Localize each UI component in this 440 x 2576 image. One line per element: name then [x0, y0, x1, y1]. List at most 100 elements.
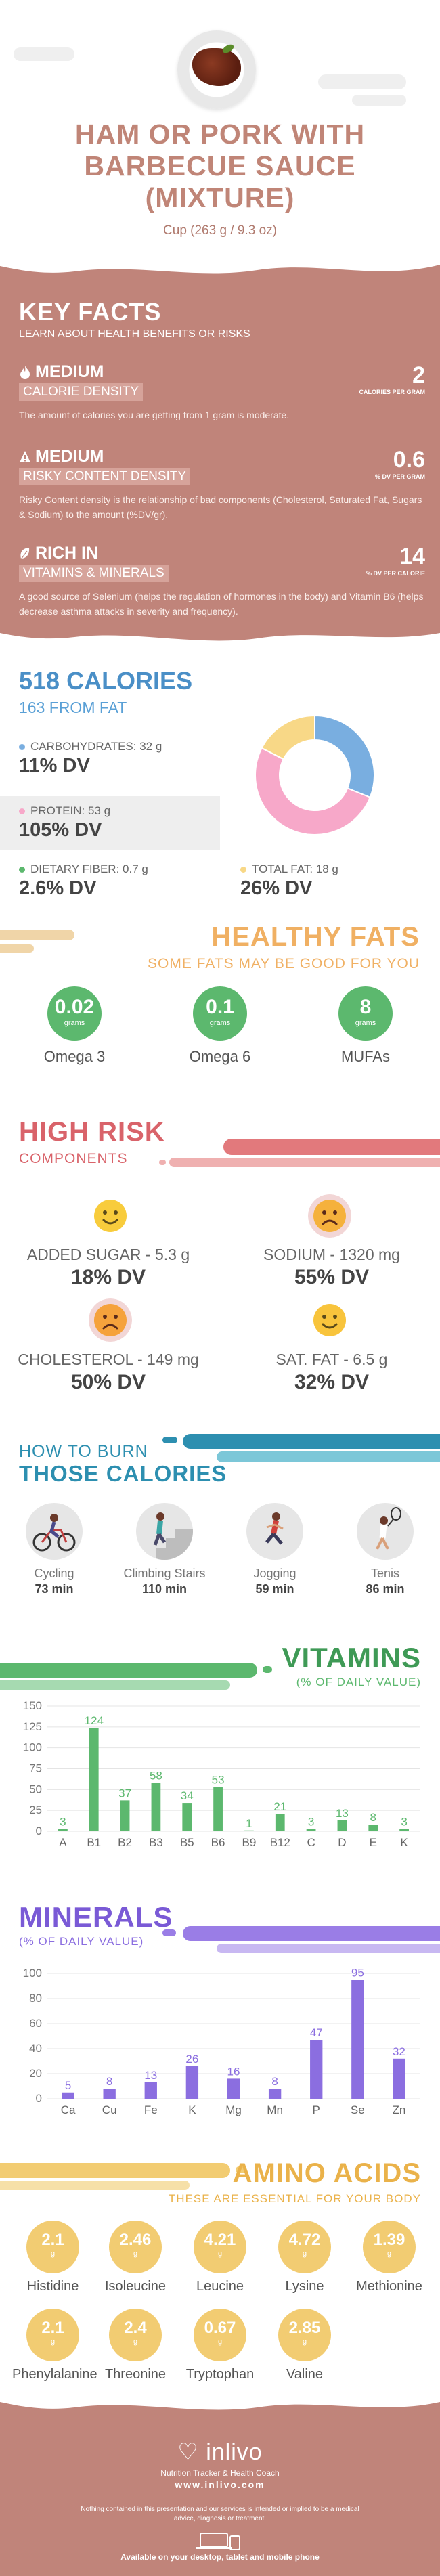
macro-label: TOTAL FAT: 18 g [240, 863, 440, 876]
fat-name: MUFAs [340, 1048, 391, 1065]
jogging-icon [246, 1503, 303, 1560]
macro-label: PROTEIN: 53 g [19, 804, 220, 818]
amino-subtitle: THESE ARE ESSENTIAL FOR YOUR BODY [168, 2192, 421, 2205]
key-facts-section: KEY FACTS LEARN ABOUT HEALTH BENEFITS OR… [0, 261, 440, 647]
amino-value: 2.46 [119, 2231, 152, 2249]
stairs-icon [136, 1503, 193, 1560]
sad-face-icon [89, 1298, 132, 1342]
minerals-subtitle: (% OF DAILY VALUE) [19, 1935, 144, 1948]
amino-name: Threonine [104, 2367, 167, 2382]
decor-bar [0, 1663, 257, 1678]
decor-bar [0, 944, 34, 953]
bar-value-label: 21 [273, 1800, 286, 1813]
sad-face-icon [308, 1194, 351, 1238]
fat-unit: grams [64, 1019, 85, 1027]
amino-name: Phenylalanine [12, 2367, 97, 2382]
bar-value-label: 95 [351, 1966, 364, 1979]
bar-value-label: 58 [150, 1769, 162, 1782]
bar-value-label: 47 [310, 2026, 323, 2039]
omega3-circle: 0.02 grams [47, 986, 102, 1041]
amino-unit: g [217, 2250, 223, 2258]
amino-name: Methionine [356, 2279, 422, 2294]
amino-name: Lysine [285, 2279, 324, 2294]
bar-value-label: 3 [308, 1815, 314, 1828]
macro-label: CARBOHYDRATES: 32 g [19, 740, 220, 754]
decor-bar [0, 2181, 190, 2190]
fact-level-text: MEDIUM [35, 362, 104, 381]
decor-bar [0, 2163, 230, 2178]
y-tick-label: 125 [23, 1720, 42, 1733]
bar-Mg [227, 2078, 240, 2099]
x-tick-label: Mg [225, 2103, 242, 2116]
x-tick-label: B5 [180, 1836, 194, 1849]
fact-value: 0.6 % DV PER GRAM [375, 447, 425, 480]
fact-calorie-density: MEDIUM CALORIE DENSITY The amount of cal… [19, 362, 425, 422]
x-tick-label: K [400, 1836, 408, 1849]
amino-unit: g [133, 2338, 138, 2346]
bar-B1 [89, 1728, 99, 1831]
website-link[interactable]: www.inlivo.com [175, 2479, 265, 2490]
amino-item: 0.67 g Tryptophan [179, 2309, 261, 2382]
protein-dot [19, 808, 25, 814]
disclaimer: Nothing contained in this presentation a… [81, 2506, 359, 2523]
activity-name: Jogging [253, 1567, 296, 1580]
footer: ♡ inlivo Nutrition Tracker & Health Coac… [0, 2397, 440, 2576]
risk-label: SODIUM - 1320 mg [263, 1246, 400, 1263]
brand-name: inlivo [206, 2439, 263, 2465]
decor-bar [263, 1666, 272, 1673]
bar-Se [351, 1980, 364, 2099]
activity-minutes: 110 min [141, 1582, 188, 1596]
bar-value-label: 26 [185, 2053, 198, 2066]
burn-tennis: Tenis 86 min [331, 1503, 439, 1596]
bar-value-label: 8 [370, 1811, 376, 1824]
brand-logo: ♡ inlivo [0, 2439, 440, 2466]
x-tick-label: B12 [270, 1836, 290, 1849]
wave-divider [0, 261, 440, 274]
x-tick-label: Zn [393, 2103, 406, 2116]
healthy-fats-title: HEALTHY FATS [211, 922, 420, 952]
title-line: HAM OR PORK WITH [74, 118, 366, 150]
amino-value: 4.72 [288, 2231, 321, 2249]
calories-section: 518 CALORIES 163 FROM FAT CARBOHYDRATES:… [0, 650, 440, 921]
carbs-dot [19, 743, 25, 750]
fat-unit: grams [355, 1019, 376, 1027]
heart-icon: ♡ [177, 2439, 199, 2465]
macro-protein: PROTEIN: 53 g 105% DV [0, 796, 220, 850]
vitamins-bar-chart: 0 25 50 75 100 125 150 3 A 124 B1 37 B2 58 B3 34 B5 53 B6 1… [23, 1699, 420, 1849]
bar-Cu [103, 2089, 116, 2099]
x-tick-label: A [59, 1836, 67, 1849]
y-tick-label: 150 [23, 1699, 42, 1712]
bar-K [185, 2066, 199, 2099]
y-tick-label: 100 [23, 1967, 42, 1980]
amino-value: 4.21 [204, 2231, 236, 2249]
bar-value-label: 34 [181, 1789, 194, 1802]
decor-bar [0, 1680, 230, 1690]
cycling-icon [26, 1503, 83, 1560]
page-title: HAM OR PORK WITH BARBECUE SAUCE (MIXTURE… [0, 118, 440, 214]
protein-dv: 105% DV [19, 819, 102, 841]
wave-divider [0, 633, 440, 647]
decor-bar [217, 1944, 440, 1953]
minerals-bar-chart: 0 20 40 60 80 100 5 Ca 8 Cu 13 Fe 26 K 16 Mg 8 Mn 47 P 95 Se 3… [23, 1966, 420, 2116]
activity-name: Tenis [370, 1567, 400, 1580]
fact-level: MEDIUM [19, 362, 425, 382]
bar-value-label: 13 [336, 1807, 349, 1820]
omega6-circle: 0.1 grams [193, 986, 247, 1041]
calories-title: 518 CALORIES [19, 667, 193, 695]
availability-text: Available on your desktop, tablet and mo… [120, 2552, 320, 2562]
amino-item: 2.1 g Phenylalanine [12, 2309, 97, 2382]
bar-value-label: 53 [212, 1774, 225, 1787]
amino-item: 2.4 g Threonine [95, 2309, 176, 2382]
protein-label-text: PROTEIN: 53 g [30, 804, 111, 817]
fact-value-unit: % DV PER GRAM [374, 473, 425, 480]
x-tick-label: Ca [61, 2103, 76, 2116]
fact-label: VITAMINS & MINERALS [19, 565, 169, 582]
macro-label: DIETARY FIBER: 0.7 g [19, 863, 220, 876]
fact-value-number: 14 [399, 544, 425, 569]
macro-carbs: CARBOHYDRATES: 32 g 11% DV [0, 735, 220, 779]
high-risk-subtitle: COMPONENTS [19, 1151, 128, 1166]
bar-value-label: 8 [271, 2075, 278, 2088]
fiber-label-text: DIETARY FIBER: 0.7 g [30, 863, 148, 875]
fact-level: RICH IN [19, 544, 425, 563]
wave-divider [0, 2397, 440, 2410]
